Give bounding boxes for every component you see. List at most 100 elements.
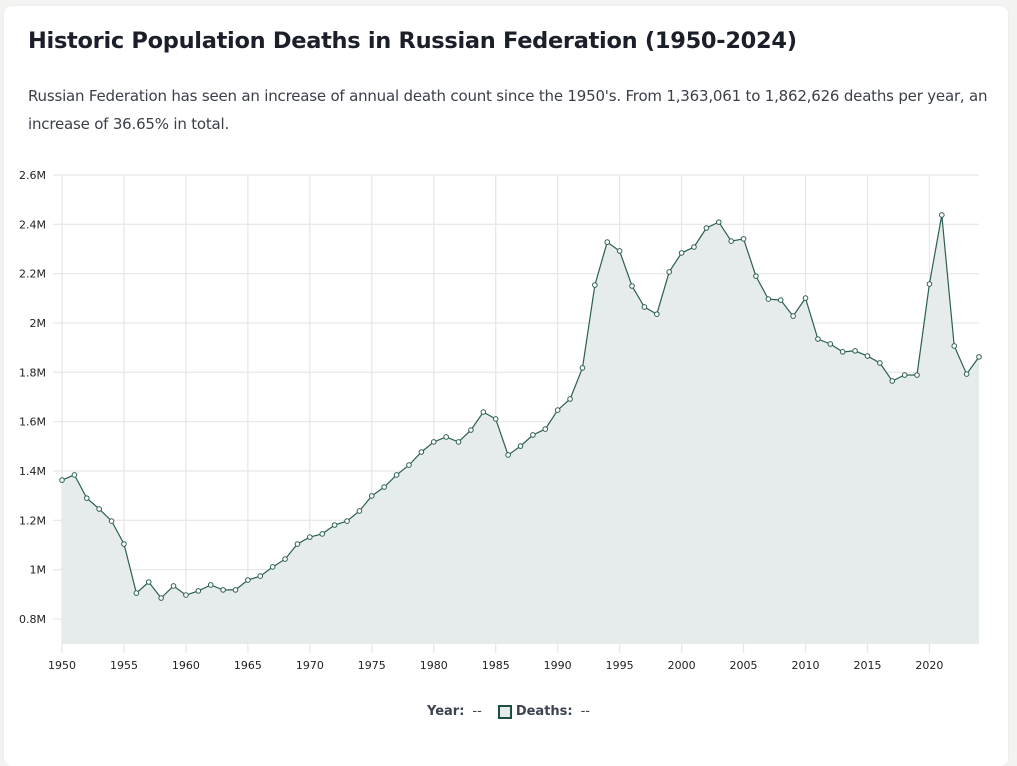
- data-point: [567, 396, 573, 402]
- data-point: [319, 531, 326, 537]
- data-point: [715, 219, 722, 225]
- data-point: [815, 336, 821, 342]
- data-point: [616, 248, 623, 254]
- data-point: [517, 443, 524, 449]
- data-point: [839, 349, 846, 355]
- y-tick-label: 1M: [30, 564, 47, 577]
- data-point: [926, 281, 933, 287]
- data-point: [381, 484, 387, 490]
- data-point: [592, 282, 598, 288]
- page-title: Historic Population Deaths in Russian Fe…: [28, 28, 797, 54]
- legend-year-value: --: [472, 704, 482, 719]
- x-tick-label: 1995: [606, 659, 634, 672]
- y-tick-label: 1.4M: [19, 465, 46, 478]
- data-point: [976, 354, 982, 360]
- data-point: [344, 518, 350, 524]
- data-point: [96, 506, 102, 512]
- data-point: [245, 577, 251, 583]
- x-tick-label: 1985: [482, 659, 510, 672]
- data-point: [220, 587, 226, 593]
- data-point: [579, 365, 586, 371]
- deaths-area-chart[interactable]: 0.8M 1M 1.2M 1.4M 1.6M 1.8M 2M 2.2M 2.4M 2.6M 195…: [0, 0, 1017, 690]
- y-tick-label: 1.8M: [19, 366, 46, 379]
- data-point: [641, 304, 648, 310]
- y-tick-label: 2.4M: [19, 218, 46, 231]
- data-point: [331, 522, 338, 528]
- y-tick-label: 0.8M: [19, 613, 46, 626]
- data-point: [207, 582, 214, 588]
- data-point: [678, 250, 685, 256]
- legend-swatch-icon: [497, 704, 512, 719]
- legend-year-label: Year:: [427, 704, 465, 719]
- data-point: [145, 579, 152, 585]
- y-tick-label: 2M: [30, 317, 47, 330]
- data-point: [455, 439, 462, 445]
- x-tick-label: 2015: [853, 659, 881, 672]
- data-point: [666, 269, 673, 275]
- x-tick-label: 1955: [110, 659, 138, 672]
- y-tick-label: 1.2M: [19, 514, 46, 527]
- y-tick-label: 2.2M: [19, 268, 46, 281]
- data-point: [282, 556, 288, 562]
- data-point: [59, 477, 65, 483]
- data-point: [777, 297, 784, 303]
- data-point: [294, 541, 301, 547]
- data-point: [852, 348, 858, 354]
- legend-year: Year: --: [427, 704, 482, 719]
- x-tick-label: 2020: [915, 659, 943, 672]
- x-tick-label: 1990: [544, 659, 572, 672]
- data-point: [505, 452, 511, 458]
- data-points: [59, 212, 982, 601]
- data-point: [158, 595, 164, 601]
- data-point: [195, 588, 202, 594]
- data-point: [604, 239, 611, 245]
- y-tick-label: 1.6M: [19, 416, 46, 429]
- x-tick-label: 1970: [296, 659, 324, 672]
- x-tick-label: 1980: [420, 659, 448, 672]
- legend-deaths-label: Deaths:: [515, 704, 573, 719]
- data-point: [864, 353, 871, 359]
- data-point: [356, 508, 363, 514]
- data-point: [728, 238, 734, 244]
- legend-deaths[interactable]: Deaths: --: [497, 704, 590, 719]
- data-point: [121, 541, 127, 547]
- x-tick-label: 2000: [668, 659, 696, 672]
- x-tick-label: 1965: [234, 659, 262, 672]
- data-point: [802, 295, 809, 301]
- data-point: [257, 573, 264, 579]
- data-point: [827, 341, 834, 347]
- data-point: [939, 212, 945, 218]
- data-point: [901, 372, 908, 378]
- data-point: [703, 225, 710, 231]
- chart-description: Russian Federation has seen an increase …: [28, 87, 988, 133]
- data-point: [629, 283, 635, 289]
- data-point: [480, 409, 487, 415]
- x-tick-label: 2005: [730, 659, 758, 672]
- data-point: [753, 273, 759, 279]
- data-point: [554, 407, 561, 413]
- chart-legend: Year: -- Deaths: --: [0, 704, 1017, 719]
- data-point: [71, 472, 78, 478]
- x-tick-label: 2010: [792, 659, 820, 672]
- deaths-area-fill: [62, 215, 979, 644]
- legend-deaths-value: --: [580, 704, 590, 719]
- data-point: [654, 311, 660, 317]
- data-point: [269, 564, 276, 570]
- data-point: [307, 534, 313, 540]
- data-point: [108, 518, 115, 524]
- data-point: [530, 432, 536, 438]
- x-tick-label: 1950: [48, 659, 76, 672]
- data-point: [740, 236, 747, 242]
- data-point: [83, 495, 90, 501]
- x-tick-label: 1960: [172, 659, 200, 672]
- data-point: [951, 343, 958, 349]
- data-point: [914, 372, 920, 378]
- data-point: [691, 244, 697, 250]
- y-axis: 0.8M 1M 1.2M 1.4M 1.6M 1.8M 2M 2.2M 2.4M 2.6M: [19, 169, 46, 626]
- data-point: [889, 378, 896, 384]
- data-point: [368, 493, 375, 499]
- x-axis: 1950 1955 1960 1965 1970 1975 1980 1985 1990 1995…: [48, 659, 943, 672]
- data-point: [443, 434, 449, 440]
- data-point: [418, 449, 425, 455]
- data-point: [183, 592, 189, 598]
